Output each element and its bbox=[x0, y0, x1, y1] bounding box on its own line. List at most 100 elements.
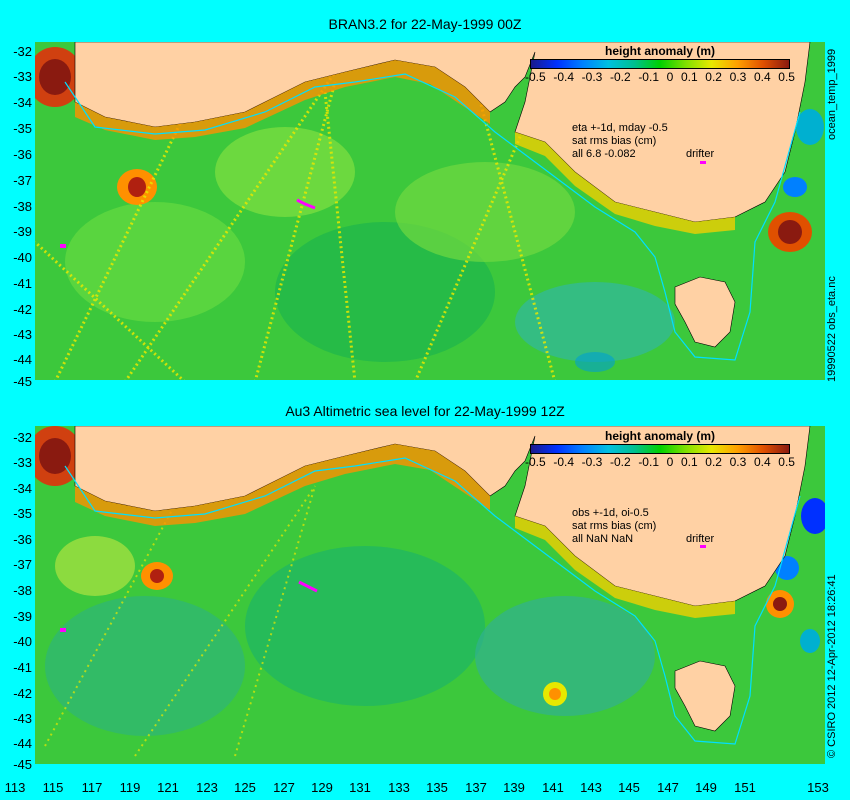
x-tick: 153 bbox=[807, 780, 829, 795]
x-tick: 151 bbox=[734, 780, 756, 795]
y-tick: -38 bbox=[13, 199, 32, 214]
coastal-warm-band bbox=[75, 60, 490, 140]
y-tick: -41 bbox=[13, 276, 32, 291]
colorbar-tick: -0.4 bbox=[553, 70, 575, 84]
shelf-contour bbox=[64, 73, 801, 361]
colorbar-tick: 0.4 bbox=[753, 455, 771, 469]
y-tick: -45 bbox=[13, 374, 32, 389]
y-tick: -39 bbox=[13, 609, 32, 624]
colorbar-tick: -0.2 bbox=[609, 455, 631, 469]
x-tick: 137 bbox=[465, 780, 487, 795]
x-tick: 139 bbox=[503, 780, 525, 795]
x-tick: 133 bbox=[388, 780, 410, 795]
colorbar-tick: 0.4 bbox=[753, 70, 771, 84]
colorbar-tick: -0.5 bbox=[525, 70, 546, 84]
top-map-panel bbox=[35, 42, 825, 380]
bottom-side-label: © CSIRO 2012 12-Apr-2012 18:26:41 bbox=[826, 574, 838, 758]
y-tick: -40 bbox=[13, 634, 32, 649]
warm-eddy-core bbox=[128, 177, 146, 197]
ocean-anomaly bbox=[395, 162, 575, 262]
ocean-anomaly bbox=[215, 127, 355, 217]
y-tick: -44 bbox=[13, 352, 32, 367]
y-tick: -43 bbox=[13, 327, 32, 342]
drifter-point bbox=[60, 244, 66, 248]
y-tick: -32 bbox=[13, 44, 32, 59]
ocean-anomaly bbox=[515, 282, 675, 362]
y-tick: -34 bbox=[13, 95, 32, 110]
colorbar-tick: -0.3 bbox=[581, 455, 603, 469]
y-tick: -41 bbox=[13, 660, 32, 675]
coastal-warm-band bbox=[515, 516, 735, 618]
drifter-track bbox=[296, 198, 316, 210]
cold-eddy bbox=[801, 498, 825, 534]
top-side-label: ocean_temp_1999 bbox=[826, 48, 838, 140]
colorbar-tick: 0 bbox=[666, 70, 674, 84]
colorbar-tick: 0.1 bbox=[680, 455, 698, 469]
bottom-colorbar-legend: height anomaly (m) -0.5 -0.4 -0.3 -0.2 -… bbox=[525, 429, 795, 469]
y-tick: -45 bbox=[13, 757, 32, 772]
cold-eddy bbox=[783, 177, 807, 197]
top-colorbar-legend: height anomaly (m) -0.5 -0.4 -0.3 -0.2 -… bbox=[525, 44, 795, 84]
y-tick: -40 bbox=[13, 250, 32, 265]
y-tick: -43 bbox=[13, 711, 32, 726]
cold-eddy bbox=[575, 352, 615, 372]
colorbar-tick: -0.3 bbox=[581, 70, 603, 84]
y-tick: -38 bbox=[13, 583, 32, 598]
x-tick: 117 bbox=[81, 780, 103, 795]
ocean-anomaly bbox=[55, 536, 135, 596]
drifter-point bbox=[60, 628, 66, 632]
colorbar-tick: 0.1 bbox=[680, 70, 698, 84]
warm-eddy-core bbox=[150, 569, 164, 583]
top-legend-title: height anomaly (m) bbox=[604, 44, 715, 58]
y-tick: -35 bbox=[13, 121, 32, 136]
bottom-legend-title: height anomaly (m) bbox=[604, 429, 715, 443]
bottom-colorbar-ticks: -0.5 -0.4 -0.3 -0.2 -0.1 0 0.1 0.2 0.3 0… bbox=[525, 455, 795, 469]
x-tick: 135 bbox=[426, 780, 448, 795]
y-tick: -33 bbox=[13, 69, 32, 84]
x-tick: 123 bbox=[196, 780, 218, 795]
warm-eddy-core bbox=[773, 597, 787, 611]
y-tick: -36 bbox=[13, 532, 32, 547]
y-tick: -42 bbox=[13, 302, 32, 317]
ocean-anomaly bbox=[245, 546, 485, 706]
warm-eddy-core bbox=[39, 59, 71, 95]
x-tick: 131 bbox=[349, 780, 371, 795]
x-tick: 145 bbox=[618, 780, 640, 795]
cold-eddy bbox=[800, 629, 820, 653]
bottom-info-text: obs +-1d, oi-0.5 sat rms bias (cm) all N… bbox=[572, 507, 657, 545]
y-tick: -42 bbox=[13, 686, 32, 701]
ocean-anomaly bbox=[45, 596, 245, 736]
colorbar-tick: 0.5 bbox=[778, 455, 795, 469]
colorbar-tick: 0.5 bbox=[778, 70, 795, 84]
colorbar-tick: -0.4 bbox=[553, 455, 575, 469]
colorbar-tick: -0.1 bbox=[638, 70, 659, 84]
top-map-graphic bbox=[35, 42, 825, 380]
y-tick: -37 bbox=[13, 173, 32, 188]
y-tick: -37 bbox=[13, 557, 32, 572]
satellite-tracks bbox=[44, 485, 316, 757]
warm-eddy-core bbox=[778, 220, 802, 244]
x-tick: 115 bbox=[42, 780, 64, 795]
warm-eddy-core bbox=[549, 688, 561, 700]
bottom-colorbar bbox=[530, 444, 790, 454]
y-tick: -34 bbox=[13, 481, 32, 496]
y-tick: -39 bbox=[13, 224, 32, 239]
x-tick: 119 bbox=[119, 780, 141, 795]
y-tick: -44 bbox=[13, 736, 32, 751]
bottom-drifter-label: drifter bbox=[686, 533, 715, 545]
coastal-warm-band bbox=[75, 444, 490, 526]
shelf-contour bbox=[64, 457, 801, 745]
top-info-text: eta +-1d, mday -0.5 sat rms bias (cm) al… bbox=[572, 122, 668, 160]
x-tick: 149 bbox=[695, 780, 717, 795]
y-tick: -35 bbox=[13, 506, 32, 521]
y-tick: -33 bbox=[13, 455, 32, 470]
colorbar-tick: 0.3 bbox=[729, 455, 747, 469]
colorbar-tick: 0.2 bbox=[705, 455, 722, 469]
x-tick: 127 bbox=[273, 780, 295, 795]
y-tick: -36 bbox=[13, 147, 32, 162]
bottom-drifter-marker bbox=[700, 545, 706, 548]
bottom-map-panel bbox=[35, 426, 825, 764]
x-tick: 121 bbox=[157, 780, 179, 795]
colorbar-tick: -0.2 bbox=[609, 70, 631, 84]
ocean-anomaly bbox=[475, 596, 655, 716]
